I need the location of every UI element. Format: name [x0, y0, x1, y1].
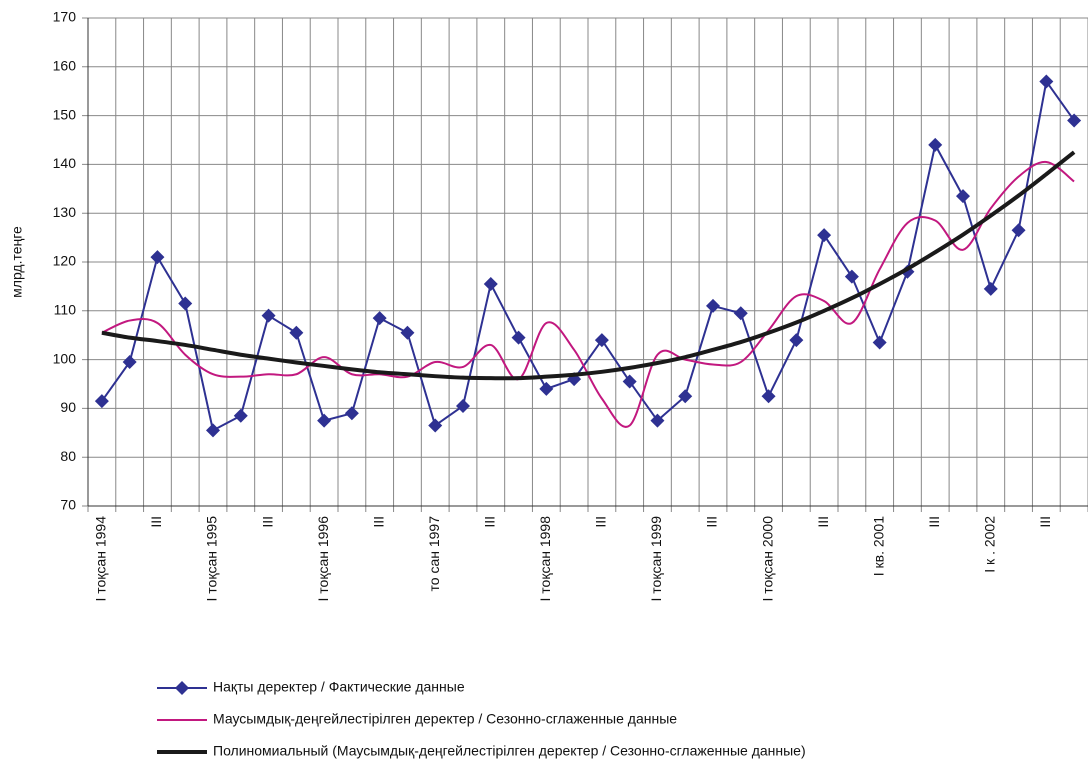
data-point: [456, 398, 470, 413]
x-tick-label: I кв. 2001: [870, 516, 886, 576]
x-tick-label: III: [593, 516, 609, 528]
x-tick-label: I тоқсан 1995: [204, 516, 220, 602]
data-point: [817, 228, 832, 243]
x-tick-label: III: [1037, 516, 1053, 528]
y-tick-label: 130: [53, 204, 77, 220]
data-point: [1067, 113, 1082, 128]
x-tick-label: III: [815, 516, 831, 528]
y-tick-label: 120: [53, 253, 77, 269]
y-tick-label: 150: [53, 106, 77, 122]
x-tick-label: I тоқсан 1996: [315, 516, 331, 602]
x-tick-label: I тоқсан 2000: [759, 516, 775, 602]
x-tick-label: III: [370, 516, 386, 528]
data-point: [872, 335, 887, 350]
series-line: [101, 150, 1076, 381]
data-point: [622, 374, 637, 389]
x-tick-label: III: [704, 516, 720, 528]
y-tick-label: 140: [53, 155, 77, 171]
series-line: [101, 80, 1075, 432]
data-point: [483, 276, 498, 291]
y-tick-label: 90: [60, 399, 76, 415]
data-point: [150, 250, 165, 265]
y-axis-label: млрд.теңге: [9, 226, 25, 298]
y-tick-label: 160: [53, 58, 77, 74]
data-point: [428, 418, 443, 433]
x-tick-label: I к . 2002: [981, 516, 997, 573]
data-point: [594, 333, 609, 348]
legend-label: Маусымдық-деңгейлестірілген деректер / С…: [213, 711, 677, 727]
y-tick-label: 170: [53, 9, 77, 25]
y-tick-label: 80: [60, 448, 76, 464]
data-point: [983, 281, 998, 296]
data-point: [289, 325, 304, 340]
data-point: [761, 389, 776, 404]
y-tick-label: 100: [53, 350, 77, 366]
data-point: [206, 423, 220, 438]
legend-label: Полиномиальный (Маусымдық-деңгейлестіріл…: [213, 743, 806, 759]
data-point: [650, 413, 665, 428]
data-point: [678, 389, 693, 404]
data-point: [178, 296, 193, 311]
x-tick-label: I тоқсан 1998: [537, 516, 553, 602]
data-point: [511, 330, 526, 345]
data-point: [344, 406, 359, 421]
x-tick-label: III: [148, 516, 164, 528]
data-point: [122, 355, 137, 370]
x-tick-label: III: [259, 516, 275, 528]
data-point: [372, 311, 387, 326]
x-tick-label: I тоқсан 1994: [93, 516, 109, 602]
data-point: [400, 325, 415, 340]
data-point: [94, 394, 109, 409]
data-point: [233, 408, 248, 423]
data-point: [928, 137, 943, 152]
data-point: [789, 333, 804, 348]
y-tick-label: 110: [54, 302, 77, 318]
data-point: [1011, 223, 1026, 238]
legend-marker: [175, 681, 189, 695]
data-point: [844, 269, 859, 284]
legend-label: Нақты деректер / Фактические данные: [213, 679, 465, 695]
x-tick-label: III: [926, 516, 942, 528]
data-point: [261, 308, 276, 323]
data-point: [317, 413, 332, 428]
data-point: [733, 306, 748, 321]
y-tick-label: 70: [60, 497, 76, 513]
data-point: [706, 298, 720, 313]
x-tick-label: I тоқсан 1999: [648, 516, 664, 602]
data-point: [1039, 74, 1054, 89]
x-tick-label: III: [481, 516, 497, 528]
data-point: [539, 381, 554, 396]
x-tick-label: то сан 1997: [426, 516, 442, 592]
data-point: [956, 189, 970, 204]
